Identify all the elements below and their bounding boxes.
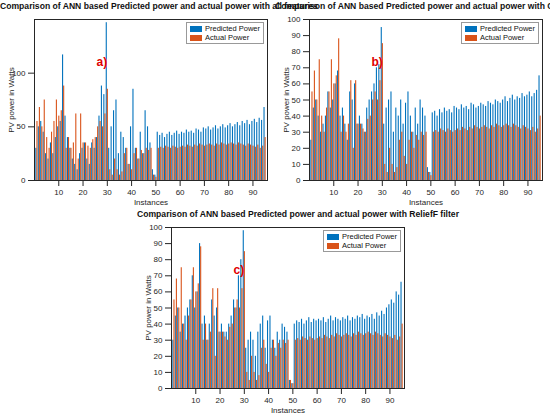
- svg-text:80: 80: [292, 47, 301, 56]
- svg-text:10: 10: [154, 368, 163, 377]
- svg-text:20: 20: [354, 188, 363, 197]
- svg-text:70: 70: [475, 188, 484, 197]
- svg-text:a): a): [97, 55, 108, 69]
- svg-text:c): c): [234, 263, 245, 277]
- svg-text:Instances: Instances: [271, 406, 305, 415]
- svg-text:90: 90: [385, 396, 394, 405]
- svg-text:60: 60: [451, 188, 460, 197]
- svg-text:50: 50: [292, 96, 301, 105]
- html-text:Actual Power: Actual Power: [205, 33, 250, 42]
- svg-text:70: 70: [154, 271, 163, 280]
- svg-text:100: 100: [12, 68, 26, 78]
- html-text:Comparison of ANN based Predic: Comparison of ANN based Predicted power …: [137, 209, 459, 219]
- svg-text:PV power in Watts: PV power in Watts: [144, 275, 153, 341]
- html-text:Predicted Power: Predicted Power: [342, 232, 397, 241]
- svg-text:80: 80: [154, 255, 163, 264]
- svg-text:80: 80: [224, 188, 233, 197]
- svg-text:50: 50: [154, 304, 163, 313]
- svg-text:50: 50: [288, 396, 297, 405]
- svg-text:30: 30: [240, 396, 249, 405]
- svg-text:40: 40: [292, 112, 301, 121]
- svg-text:10: 10: [329, 188, 338, 197]
- svg-text:100: 100: [149, 223, 163, 232]
- svg-text:80: 80: [361, 396, 370, 405]
- svg-text:40: 40: [402, 188, 411, 197]
- svg-text:0: 0: [296, 176, 301, 185]
- svg-text:30: 30: [378, 188, 387, 197]
- svg-text:10: 10: [54, 188, 63, 197]
- html-text:Actual Power: Actual Power: [480, 33, 525, 42]
- svg-text:PV power in Watts: PV power in Watts: [7, 67, 16, 133]
- svg-text:90: 90: [248, 188, 257, 197]
- svg-text:50: 50: [426, 188, 435, 197]
- svg-text:90: 90: [523, 188, 532, 197]
- svg-text:40: 40: [154, 320, 163, 329]
- svg-text:Instances: Instances: [134, 198, 168, 207]
- svg-text:10: 10: [292, 160, 301, 169]
- svg-text:70: 70: [200, 188, 209, 197]
- svg-text:10: 10: [191, 396, 200, 405]
- svg-text:60: 60: [154, 287, 163, 296]
- svg-text:40: 40: [127, 188, 136, 197]
- svg-text:50: 50: [151, 188, 160, 197]
- svg-text:30: 30: [292, 128, 301, 137]
- svg-text:80: 80: [499, 188, 508, 197]
- svg-text:30: 30: [103, 188, 112, 197]
- svg-text:60: 60: [313, 396, 322, 405]
- html-text:Actual Power: Actual Power: [342, 241, 387, 250]
- svg-text:b): b): [372, 55, 383, 69]
- html-text:Predicted Power: Predicted Power: [205, 24, 260, 33]
- svg-text:20: 20: [292, 144, 301, 153]
- html-text:Predicted Power: Predicted Power: [480, 24, 535, 33]
- svg-text:20: 20: [216, 396, 225, 405]
- svg-text:60: 60: [292, 79, 301, 88]
- svg-text:70: 70: [337, 396, 346, 405]
- html-text:Comparison of ANN based Predic: Comparison of ANN based Predicted power …: [0, 1, 318, 11]
- svg-text:60: 60: [176, 188, 185, 197]
- svg-text:Instances: Instances: [409, 198, 443, 207]
- svg-text:20: 20: [79, 188, 88, 197]
- svg-text:70: 70: [292, 63, 301, 72]
- svg-text:0: 0: [158, 384, 163, 393]
- svg-text:PV power in Watts: PV power in Watts: [282, 67, 291, 133]
- svg-text:90: 90: [154, 239, 163, 248]
- svg-text:0: 0: [21, 176, 26, 185]
- svg-text:100: 100: [287, 15, 301, 24]
- svg-text:50: 50: [17, 122, 26, 131]
- svg-text:40: 40: [264, 396, 273, 405]
- svg-text:90: 90: [292, 31, 301, 40]
- svg-text:30: 30: [154, 336, 163, 345]
- svg-text:20: 20: [154, 352, 163, 361]
